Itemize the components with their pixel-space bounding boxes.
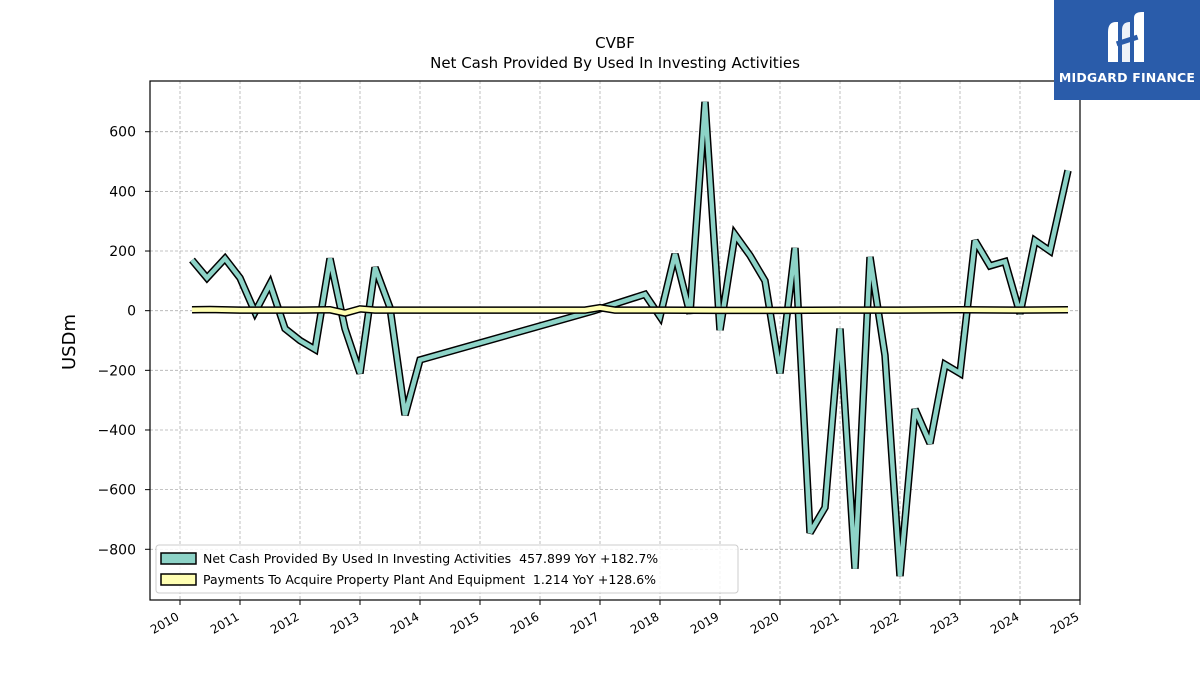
midgard-logo-mark-icon bbox=[1108, 12, 1144, 62]
legend-swatch-investing bbox=[160, 552, 197, 565]
x-tick-label: 2020 bbox=[748, 609, 781, 636]
series-0-line bbox=[190, 101, 1071, 577]
series-0-outline bbox=[189, 101, 1072, 577]
y-tick-label: 400 bbox=[109, 184, 136, 200]
x-tick-label: 2022 bbox=[868, 609, 901, 636]
x-tick-label: 2012 bbox=[268, 609, 301, 636]
x-tick-label: 2018 bbox=[628, 609, 661, 636]
y-tick-label: −600 bbox=[98, 483, 136, 499]
x-tick-label: 2017 bbox=[568, 609, 601, 636]
x-tick-label: 2023 bbox=[928, 609, 961, 636]
x-tick-label: 2014 bbox=[388, 609, 421, 636]
x-tick-label: 2010 bbox=[148, 609, 181, 636]
x-tick-label: 2021 bbox=[808, 609, 841, 636]
x-tick-label: 2015 bbox=[448, 609, 481, 636]
legend-box bbox=[155, 544, 739, 594]
y-axis-label: USDm bbox=[59, 314, 80, 370]
y-tick-label: 600 bbox=[109, 125, 136, 141]
chart-title: CVBF bbox=[595, 34, 635, 52]
x-tick-label: 2016 bbox=[508, 609, 541, 636]
legend-label-investing: Net Cash Provided By Used In Investing A… bbox=[203, 551, 658, 566]
series-1-line bbox=[191, 305, 1069, 316]
chart-subtitle: Net Cash Provided By Used In Investing A… bbox=[430, 54, 800, 72]
x-tick-label: 2013 bbox=[328, 609, 361, 636]
x-tick-label: 2025 bbox=[1048, 609, 1081, 636]
y-tick-label: −800 bbox=[98, 542, 136, 558]
legend: Net Cash Provided By Used In Investing A… bbox=[155, 544, 739, 594]
y-tick-label: 0 bbox=[127, 304, 136, 320]
x-tick-label: 2011 bbox=[208, 609, 241, 636]
y-tick-label: −400 bbox=[98, 423, 136, 439]
y-tick-label: −200 bbox=[98, 363, 136, 379]
legend-swatch-ppe bbox=[160, 573, 197, 586]
x-tick-label: 2019 bbox=[688, 609, 721, 636]
y-tick-label: 200 bbox=[109, 244, 136, 260]
logo-text: MIDGARD FINANCE bbox=[1058, 70, 1196, 85]
grid bbox=[150, 81, 1081, 600]
midgard-finance-logo: MIDGARD FINANCE bbox=[1054, 0, 1200, 100]
x-tick-label: 2024 bbox=[988, 609, 1021, 636]
plot-frame bbox=[149, 80, 1081, 601]
series-lines bbox=[189, 101, 1072, 577]
legend-label-ppe: Payments To Acquire Property Plant And E… bbox=[203, 572, 656, 587]
